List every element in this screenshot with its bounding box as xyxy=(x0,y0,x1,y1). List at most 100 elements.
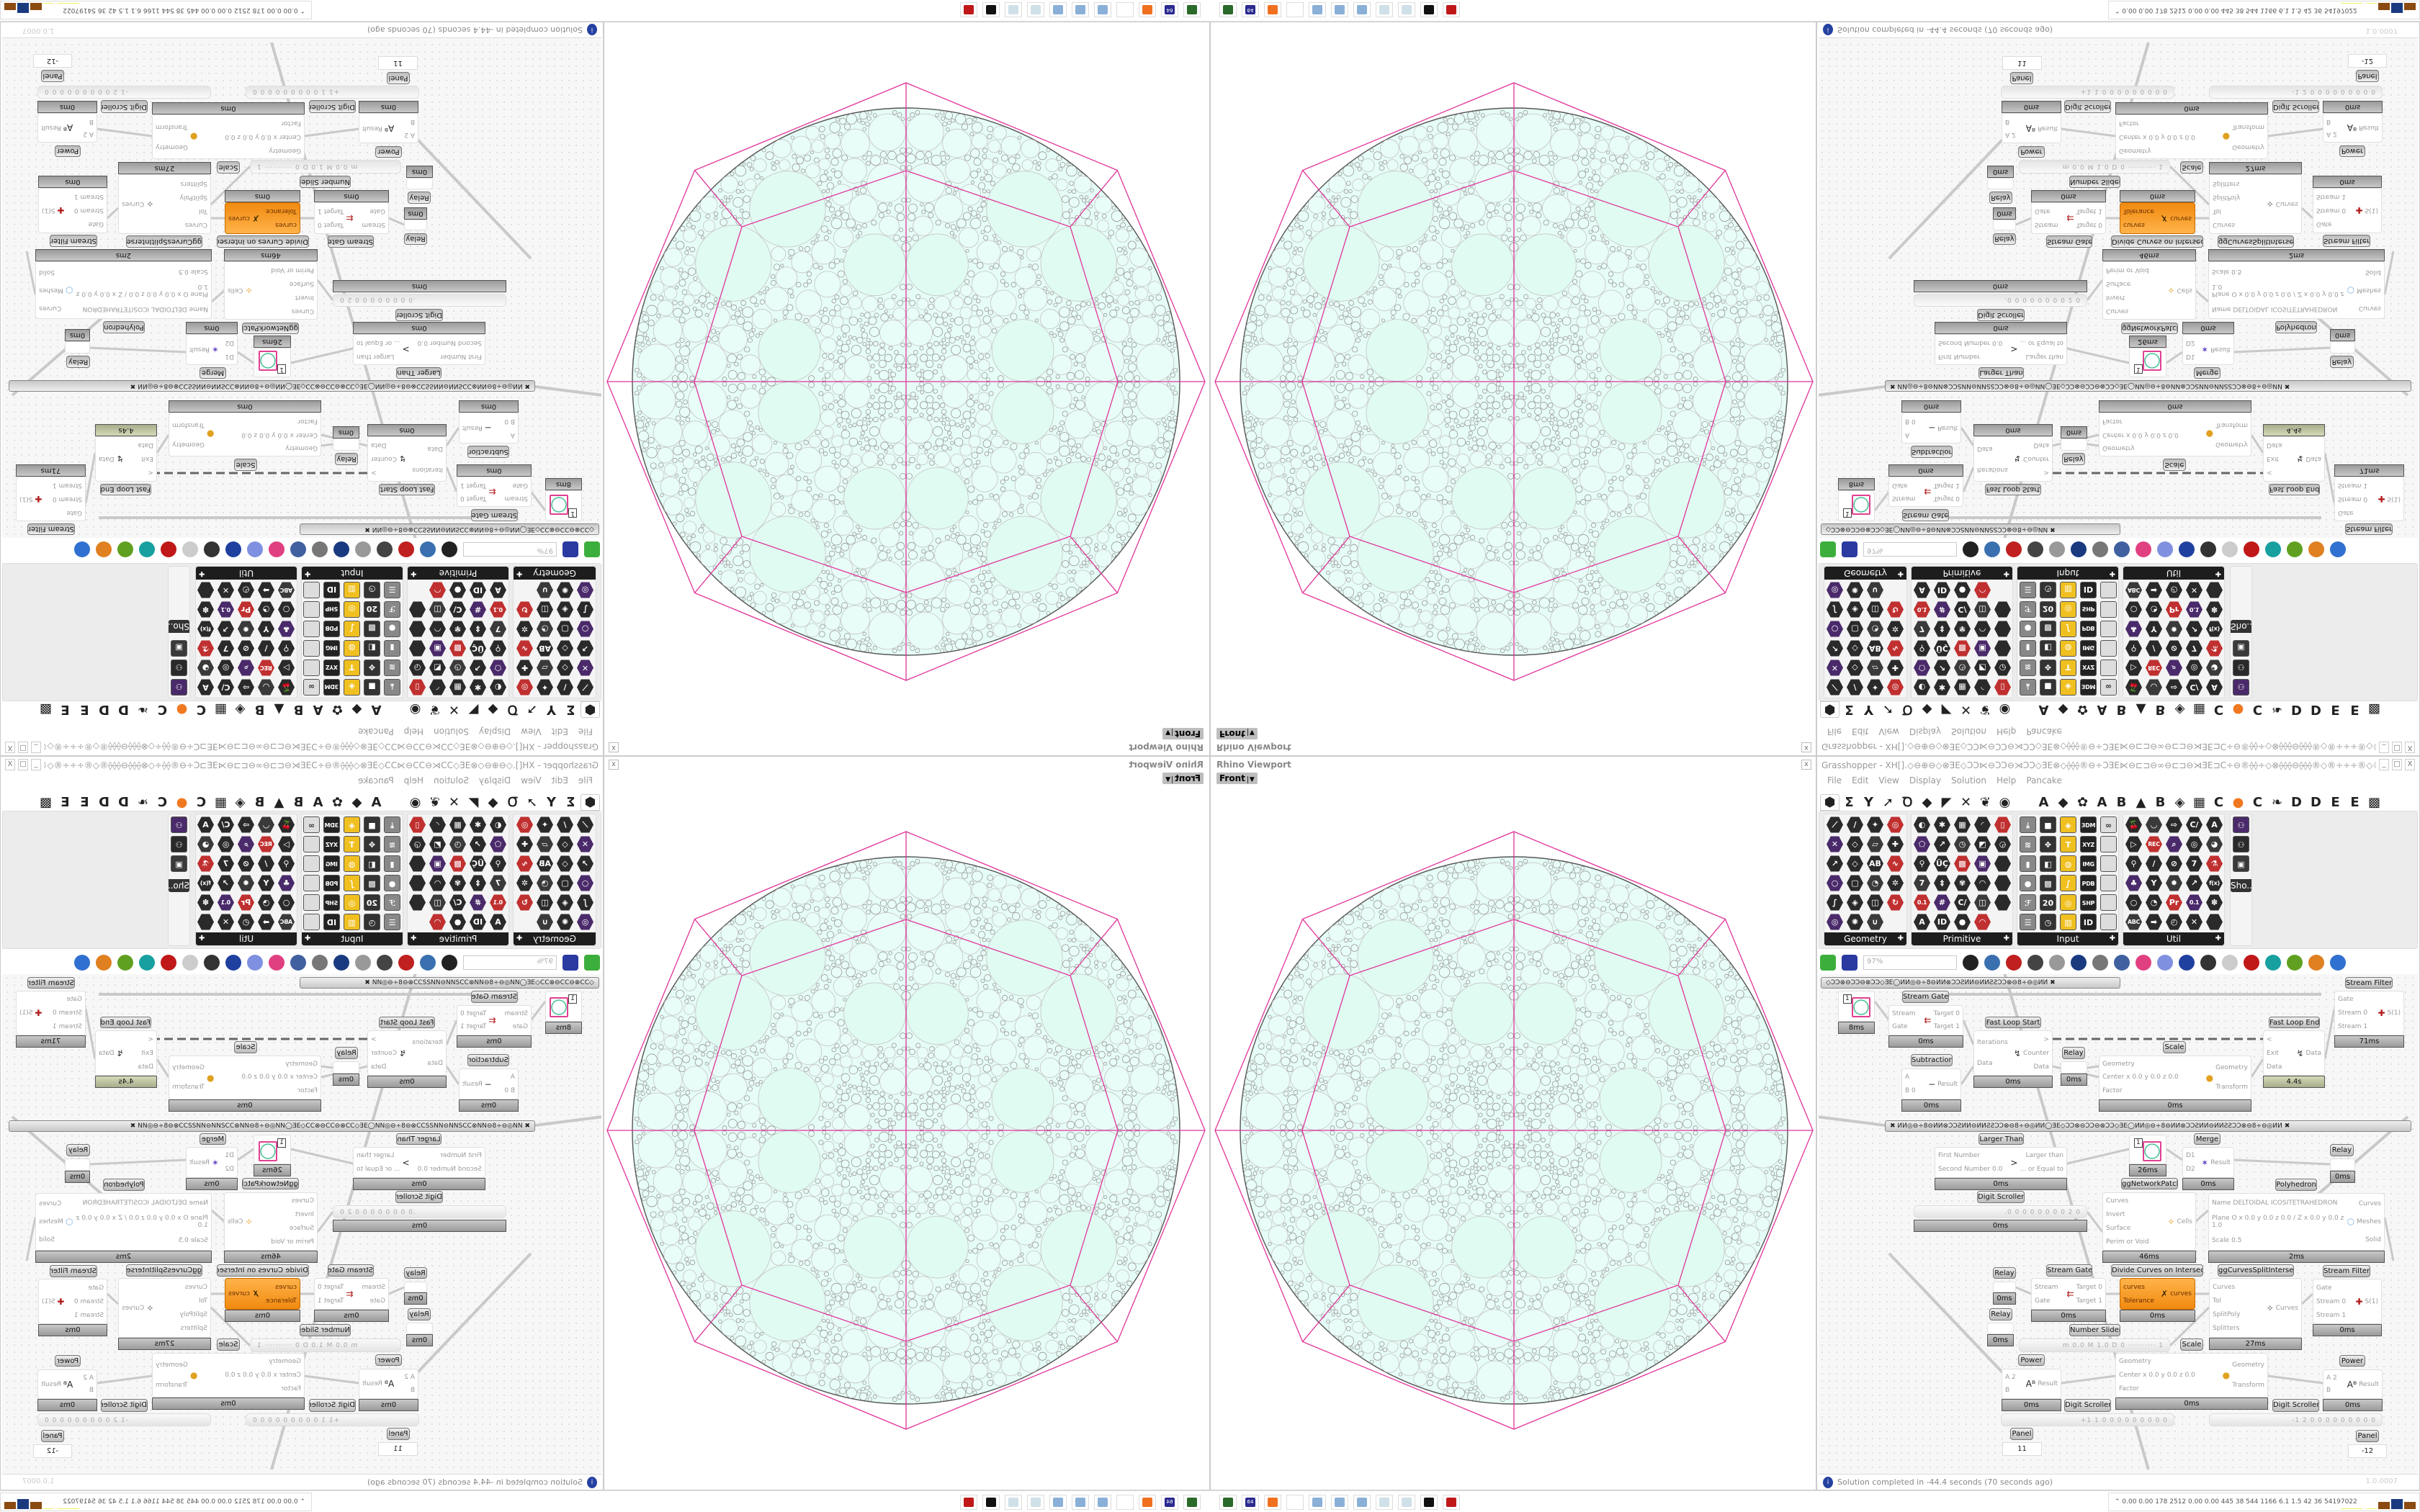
tab-27[interactable]: E xyxy=(2350,794,2360,810)
tab-11[interactable]: A xyxy=(2038,794,2049,810)
red-gem-icon[interactable] xyxy=(2244,955,2259,971)
input-param[interactable]: B xyxy=(2005,1387,2010,1394)
component-icon[interactable]: ⚲ xyxy=(1914,855,1930,872)
input-param[interactable]: Stream 1 xyxy=(52,1022,82,1030)
expand-panel-icon[interactable]: ✚ xyxy=(305,935,311,942)
tab-3[interactable]: ➚ xyxy=(1882,794,1894,810)
component-icon[interactable]: ▣ xyxy=(171,855,187,872)
input-param[interactable]: Gate xyxy=(2316,1284,2332,1292)
panel-component[interactable]: 1 xyxy=(1838,991,1875,1022)
panel-label[interactable]: Panel xyxy=(41,1430,64,1442)
component-icon[interactable]: ◷ xyxy=(2040,914,2056,930)
input-param[interactable]: Stream 0 xyxy=(73,1297,104,1305)
output-param[interactable]: S(1) xyxy=(42,1297,55,1305)
component-icon[interactable]: ◶ xyxy=(409,836,426,852)
tab-5[interactable]: ◆ xyxy=(488,794,498,810)
component-icon[interactable]: ⤓ xyxy=(2020,816,2036,833)
output-param[interactable]: Target 1 xyxy=(2076,1297,2102,1305)
component-icon[interactable]: ▷ xyxy=(278,836,295,852)
component-icon[interactable]: Y xyxy=(258,875,274,891)
panel-label[interactable]: Util ✚ xyxy=(2123,932,2224,945)
component-icon[interactable] xyxy=(303,894,320,911)
green-icon[interactable] xyxy=(2287,955,2303,971)
component-icon[interactable]: ✚ xyxy=(1887,836,1904,852)
component-icon[interactable]: ■ xyxy=(2040,816,2056,833)
input-param[interactable]: D2 xyxy=(2186,1165,2195,1173)
digit-scroller-label[interactable]: Digit Scroller xyxy=(2272,1399,2319,1412)
cylinder-icon[interactable] xyxy=(2222,955,2238,971)
power-label[interactable]: Power xyxy=(55,1355,81,1367)
output-param[interactable]: Curves xyxy=(2358,1200,2381,1208)
polyhedron-component[interactable]: Name DELTOIDAL ICOSITETRAHEDRON Plane O x… xyxy=(35,1193,212,1251)
output-param[interactable]: S(1) xyxy=(19,1009,33,1017)
expand-icon[interactable]: ⌃ xyxy=(2115,1498,2123,1506)
power-component[interactable]: A 2 B Aᴮ Result xyxy=(359,1369,418,1399)
tab-17[interactable]: B xyxy=(2155,794,2166,810)
output-param[interactable]: Curves xyxy=(122,1304,145,1312)
number-slider-label[interactable]: Number Slider xyxy=(2069,1324,2120,1336)
component-icon[interactable]: ✲ xyxy=(1887,875,1904,891)
menu-help[interactable]: Help xyxy=(403,775,424,786)
output-param[interactable]: curves xyxy=(228,1290,250,1297)
relay-label[interactable]: Relay xyxy=(1993,1267,2016,1279)
panel-label[interactable]: Panel xyxy=(387,1428,410,1440)
menu-help[interactable]: Help xyxy=(1996,775,2017,786)
larger-than-label[interactable]: Larger Than xyxy=(396,1133,442,1145)
sketch-icon[interactable] xyxy=(2006,955,2022,971)
component-icon[interactable] xyxy=(303,875,320,891)
input-param[interactable]: Data xyxy=(2267,1063,2282,1071)
ggcurvessplitintersect-component[interactable]: Curves Tol SplitPoly Splitters ✧ Curves xyxy=(118,1278,211,1338)
input-param[interactable]: A 2 xyxy=(2005,1374,2016,1381)
input-param[interactable]: Surface xyxy=(2106,1224,2131,1232)
digit-scroller-label[interactable]: Digit Scroller xyxy=(101,1399,148,1412)
component-icon[interactable]: ↗ xyxy=(470,836,486,852)
expand-icon[interactable]: ⌃ xyxy=(297,1498,305,1506)
output-param[interactable]: ... or Equal to xyxy=(357,1165,400,1173)
component-icon[interactable]: ◈ xyxy=(1847,894,1863,911)
power-component[interactable]: A 2 B Aᴮ Result xyxy=(2323,1369,2383,1399)
tab-28[interactable]: ▩ xyxy=(40,794,53,810)
input-param[interactable]: A 2 xyxy=(83,1374,94,1382)
component-icon[interactable]: ÜÇ xyxy=(470,855,486,872)
pepper-icon[interactable] xyxy=(2200,955,2216,971)
input-param[interactable]: B xyxy=(410,1387,415,1394)
component-icon[interactable]: Pr xyxy=(238,894,254,911)
fast-loop-start-component[interactable]: Iterations Data ↯ > Counter Data xyxy=(367,1030,447,1076)
output-param[interactable]: Transform xyxy=(2232,1382,2264,1389)
polyhedron-component[interactable]: Name DELTOIDAL ICOSITETRAHEDRON Plane O x… xyxy=(2208,1193,2385,1251)
input-param[interactable]: Geometry xyxy=(269,1358,301,1366)
power-label[interactable]: Power xyxy=(2018,1354,2045,1366)
output-param[interactable]: Target 0 xyxy=(1933,1010,1960,1017)
component-icon[interactable]: # xyxy=(1934,894,1950,911)
component-icon[interactable]: ID xyxy=(1934,914,1950,930)
menu-view[interactable]: View xyxy=(521,775,542,786)
component-icon[interactable]: ✱ xyxy=(1934,816,1950,833)
component-icon[interactable]: ◡ xyxy=(2146,816,2162,833)
component-icon[interactable]: ◴ xyxy=(2166,914,2182,930)
info-balloon-icon[interactable]: i xyxy=(587,1477,597,1488)
component-icon[interactable]: ▩ xyxy=(2040,875,2056,891)
terminal-icon[interactable] xyxy=(1219,1495,1237,1510)
component-icon[interactable]: ∫ xyxy=(1827,894,1843,911)
component-icon[interactable]: / xyxy=(258,855,274,872)
calculator-icon[interactable] xyxy=(1309,1495,1326,1510)
component-icon[interactable]: ✽ xyxy=(197,894,214,911)
ggcurvessplitintersect-component[interactable]: Curves Tol SplitPoly Splitters ✧ Curves xyxy=(2209,1278,2302,1338)
merge-label[interactable]: Merge xyxy=(2194,1133,2220,1145)
component-icon[interactable]: ◫ xyxy=(1974,894,1991,911)
fast-loop-end-component[interactable]: < Exit Data ↯ Data xyxy=(95,1030,157,1076)
input-param[interactable]: B xyxy=(2326,1387,2331,1395)
input-param[interactable]: Plane O x 0.0 y 0.0 z 0.0 / Z x 0.0 y 0.… xyxy=(76,1214,208,1229)
panel-label[interactable]: Geometry ✚ xyxy=(1824,932,1906,945)
component-icon[interactable]: 3DM xyxy=(323,816,340,833)
subtraction-label[interactable]: Subtraction xyxy=(467,1054,509,1066)
scale-label[interactable]: Scale xyxy=(2163,1041,2186,1053)
component-icon[interactable]: 20 xyxy=(2040,894,2056,911)
notepad-icon[interactable] xyxy=(1398,1495,1415,1510)
component-icon[interactable]: C/ xyxy=(1954,894,1971,911)
input-param[interactable]: Invert xyxy=(2106,1211,2125,1219)
output-param[interactable]: Transform xyxy=(2215,1084,2248,1092)
tab-11[interactable]: A xyxy=(371,794,382,810)
component-icon[interactable]: ✹ xyxy=(238,875,254,891)
tab-4[interactable]: Ꝺ xyxy=(1902,795,1913,810)
